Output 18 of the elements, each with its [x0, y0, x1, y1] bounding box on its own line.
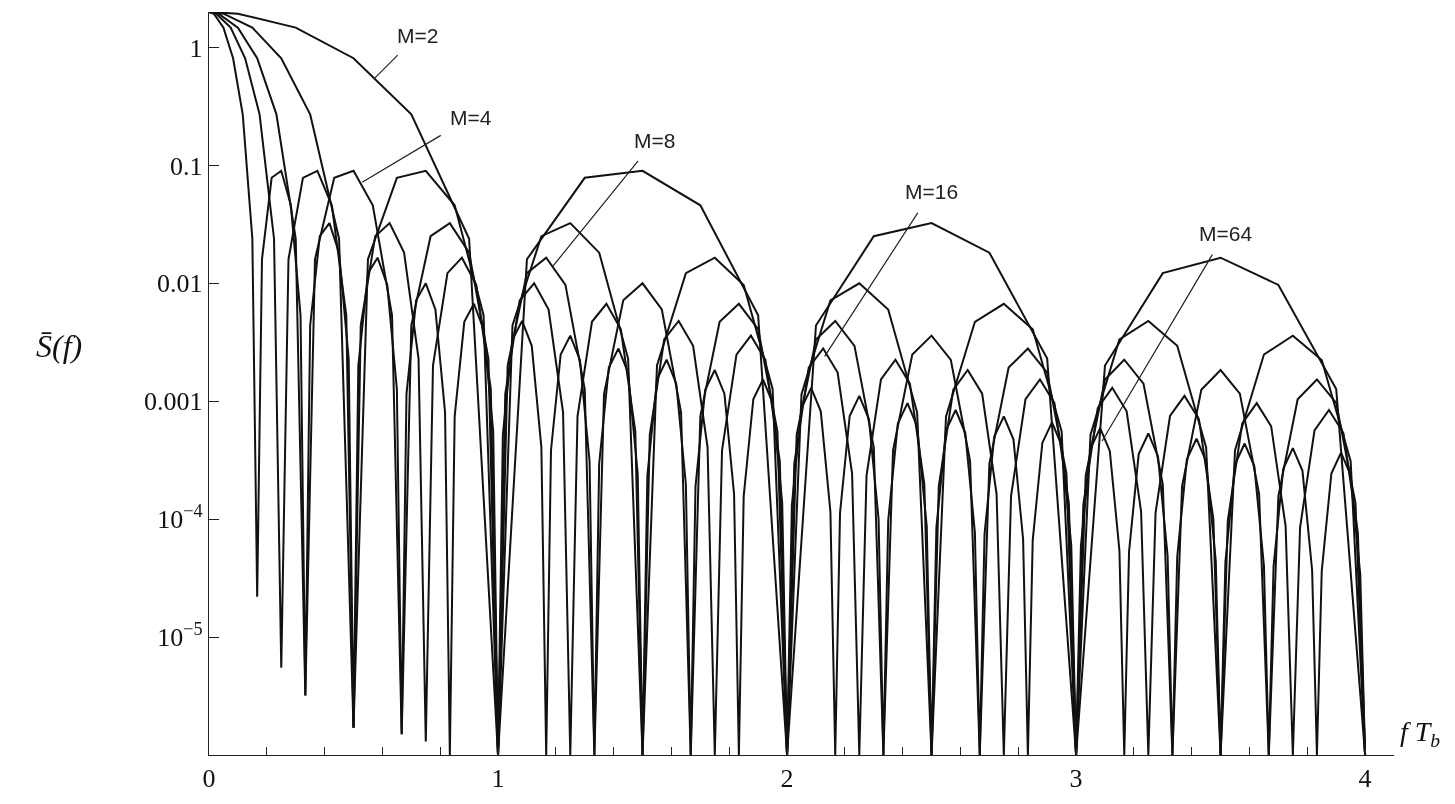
y-tick-label: 10$^{−4}$: [157, 501, 203, 535]
y-tick-label: 0.001: [144, 387, 203, 417]
y-tick-label: 0.01: [157, 269, 203, 299]
x-tick-label: 2: [780, 764, 794, 794]
annotation: M=64: [1199, 222, 1253, 245]
y-tick-label: 10$^{−5}$: [157, 619, 203, 653]
x-tick-label: 3: [1069, 764, 1083, 794]
annotation: M=16: [905, 180, 959, 203]
x-tick-label: 1: [491, 764, 505, 794]
annotation: M=2: [397, 24, 439, 47]
y-tick-label: 0.1: [170, 151, 203, 181]
x-tick-label: 4: [1358, 764, 1372, 794]
x-axis-title: f T$_{b}$: [1400, 716, 1441, 751]
x-tick-label: 0: [202, 764, 216, 794]
y-axis-title: S̄(f): [36, 328, 83, 364]
annotation: M=4: [450, 106, 492, 129]
annotation: M=8: [634, 129, 676, 152]
y-tick-label: 1: [189, 33, 203, 63]
